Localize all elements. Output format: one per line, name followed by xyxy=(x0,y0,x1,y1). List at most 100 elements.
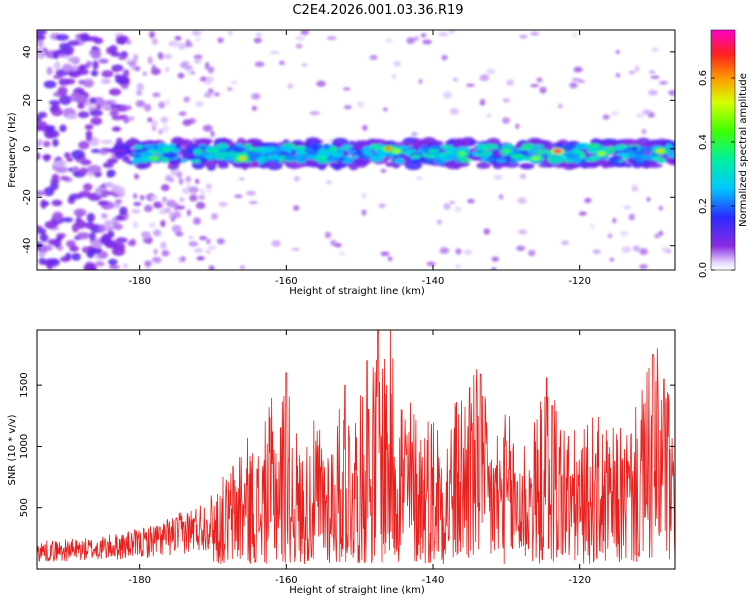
heatmap-cell xyxy=(658,81,669,85)
heatmap-cell xyxy=(152,92,161,98)
heatmap-cell xyxy=(193,248,204,253)
heatmap-cell xyxy=(175,231,184,237)
heatmap-cell xyxy=(106,173,115,178)
heatmap-cell xyxy=(161,146,171,153)
heatmap-cell xyxy=(256,157,269,162)
heatmap-cell xyxy=(615,152,630,156)
heatmap-cell xyxy=(95,104,103,110)
heatmap-cell xyxy=(119,206,128,216)
heatmap-cell xyxy=(56,233,67,238)
heatmap-cell xyxy=(149,31,156,39)
heatmap-cell xyxy=(190,70,196,75)
heatmap-cell xyxy=(178,178,184,185)
heatmap-cell xyxy=(418,156,426,162)
heatmap-cell xyxy=(108,264,121,270)
heatmap-cell xyxy=(304,154,318,160)
y-tick-label: 40 xyxy=(22,45,33,58)
heatmap-cell xyxy=(178,43,187,50)
heatmap-cell xyxy=(615,144,628,149)
heatmap-cell xyxy=(213,92,220,97)
heatmap-cell xyxy=(97,200,109,206)
heatmap-cell xyxy=(37,47,45,53)
heatmap-cell xyxy=(416,176,423,180)
snr-x-tick-label: -160 xyxy=(275,575,298,586)
heatmap-cell xyxy=(104,181,115,188)
heatmap-cell xyxy=(483,228,491,235)
heatmap-cell xyxy=(639,146,652,153)
heatmap-cell xyxy=(587,143,601,149)
heatmap-cell xyxy=(239,265,245,270)
heatmap-cell xyxy=(475,152,486,157)
heatmap-cell xyxy=(326,36,337,41)
heatmap-cell xyxy=(362,124,368,131)
heatmap-cell xyxy=(144,260,153,267)
heatmap-cell xyxy=(51,108,64,117)
heatmap-cell xyxy=(51,173,60,181)
snr-y-tick-label: 1500 xyxy=(19,372,30,397)
heatmap-cell xyxy=(133,144,144,150)
heatmap-cell xyxy=(234,194,243,198)
heatmap-cell xyxy=(656,149,665,154)
heatmap-cell xyxy=(53,61,61,71)
heatmap-cell xyxy=(324,231,332,239)
heatmap-cell xyxy=(115,199,123,204)
heatmap-cell xyxy=(519,173,527,180)
snr-x-tick-label: -180 xyxy=(128,575,151,586)
heatmap-cell xyxy=(176,139,194,147)
snr-y-axis-label: SNR (10 * v/v) xyxy=(7,414,18,485)
heatmap-cell xyxy=(496,158,507,163)
heatmap-cell xyxy=(510,153,525,160)
heatmap-cell xyxy=(196,256,205,261)
heatmap-cell xyxy=(346,150,357,154)
heatmap-cell xyxy=(438,32,449,37)
heatmap-cell xyxy=(572,147,580,155)
heatmap-cell xyxy=(502,98,510,103)
heatmap-cell xyxy=(300,30,310,36)
heatmap-cell xyxy=(490,144,500,150)
heatmap-cell xyxy=(577,79,586,83)
heatmap-cell xyxy=(193,217,201,225)
heatmap-cell xyxy=(455,248,462,255)
heatmap-cell xyxy=(190,159,202,163)
heatmap-cell xyxy=(518,229,527,235)
heatmap-cell xyxy=(89,97,97,104)
heatmap-cell xyxy=(83,183,93,191)
heatmap-cell xyxy=(113,223,124,231)
heatmap-cell xyxy=(628,213,636,221)
heatmap-cell xyxy=(50,179,60,184)
snr-frame xyxy=(36,329,676,570)
heatmap-cell xyxy=(293,205,300,211)
heatmap-cell xyxy=(108,88,122,96)
heatmap-cell xyxy=(632,156,644,160)
heatmap-cell xyxy=(194,57,202,65)
heatmap-cell xyxy=(76,68,89,76)
heatmap-cell xyxy=(413,36,419,42)
heatmap-cell xyxy=(188,235,194,240)
heatmap-cell xyxy=(52,160,67,168)
heatmap-cell xyxy=(287,83,294,89)
heatmap-cell xyxy=(651,47,660,52)
heatmap-cell xyxy=(421,145,429,150)
heatmap-cell xyxy=(343,87,351,91)
heatmap-cell xyxy=(189,194,198,202)
heatmap-cell xyxy=(269,50,280,55)
heatmap-cell xyxy=(38,250,46,258)
heatmap-cell xyxy=(227,30,233,37)
heatmap-cell xyxy=(150,120,158,127)
heatmap-cell xyxy=(183,96,190,103)
heatmap-cell xyxy=(427,149,440,153)
heatmap-cell xyxy=(621,246,632,254)
heatmap-cell xyxy=(171,39,180,48)
heatmap-cell xyxy=(216,238,225,245)
heatmap-cell xyxy=(592,249,601,255)
heatmap-cell xyxy=(519,34,528,39)
heatmap-cell xyxy=(168,211,174,220)
heatmap-cell xyxy=(312,144,319,152)
colorbar-label: Normalized spectral amplitude xyxy=(738,73,749,227)
heatmap-cell xyxy=(67,196,76,204)
heatmap-cell xyxy=(624,163,633,168)
heatmap-cell xyxy=(59,42,70,50)
heatmap-cell xyxy=(66,157,74,162)
heatmap-cell xyxy=(65,240,76,248)
heatmap-cell xyxy=(101,70,114,78)
